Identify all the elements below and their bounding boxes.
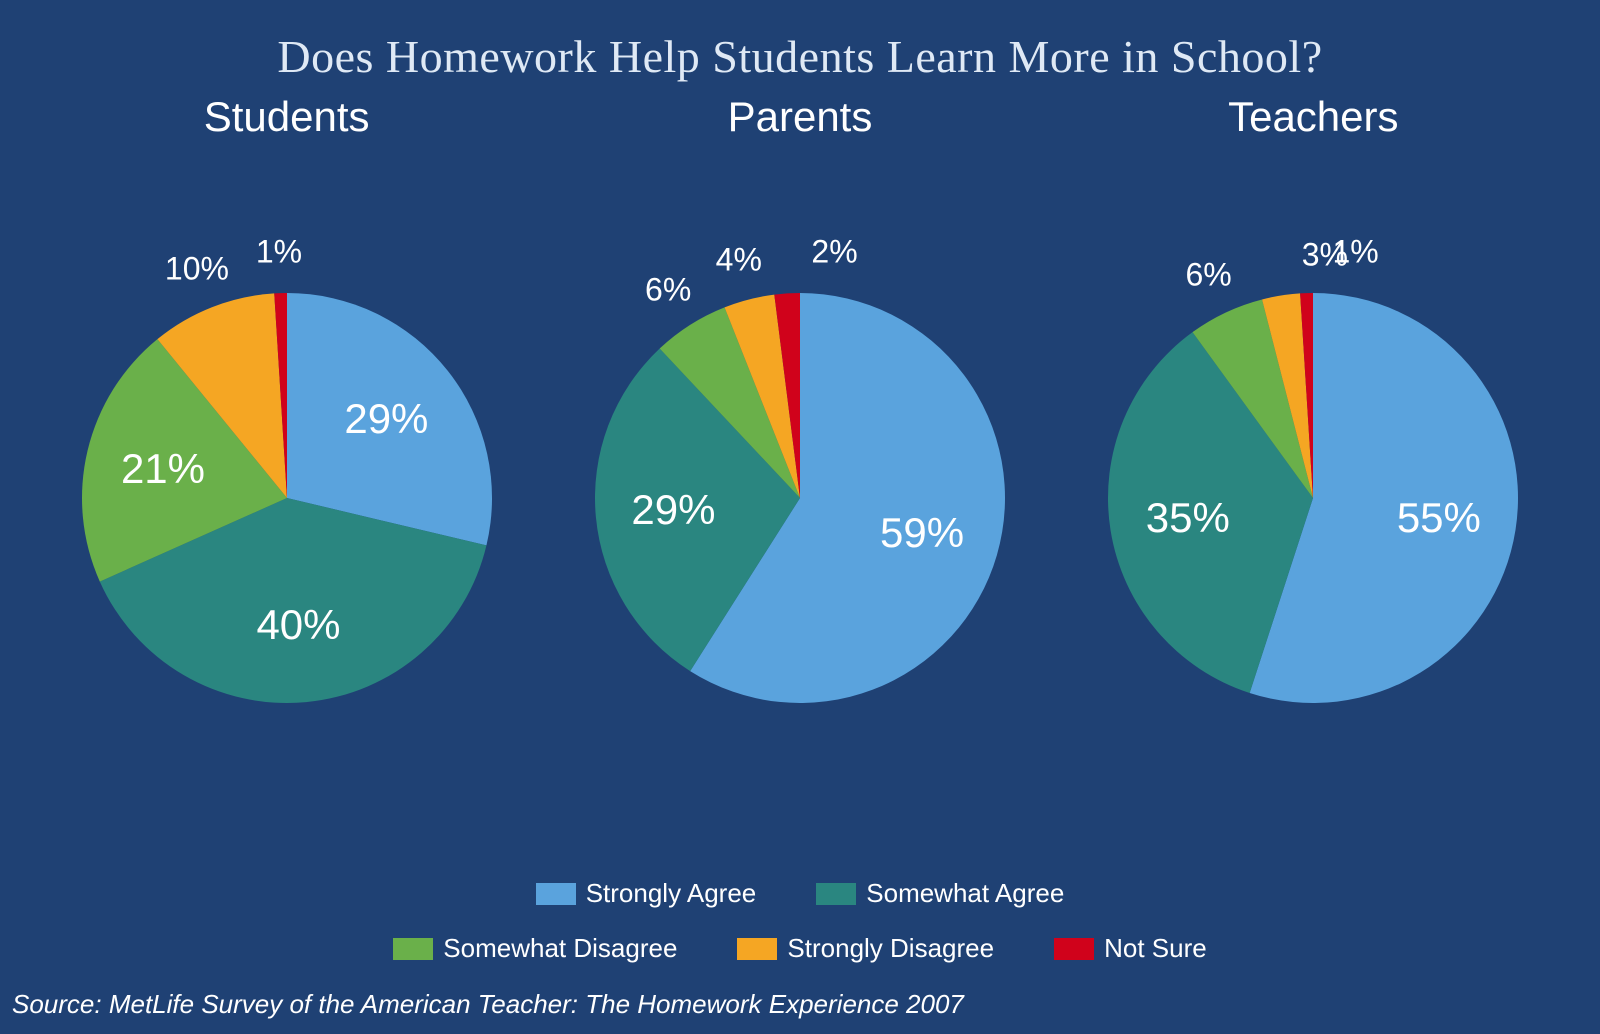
source-text: Source: MetLife Survey of the American T… xyxy=(12,989,964,1020)
chart-cell: Students 29%40%21%10%1% xyxy=(37,93,537,715)
legend-item: Somewhat Agree xyxy=(816,878,1064,909)
legend-label: Not Sure xyxy=(1104,933,1207,964)
legend-label: Somewhat Agree xyxy=(866,878,1064,909)
pie-svg xyxy=(70,281,504,715)
infographic-root: Does Homework Help Students Learn More i… xyxy=(0,0,1600,1034)
legend-label: Strongly Disagree xyxy=(787,933,994,964)
legend-swatch xyxy=(393,938,433,960)
chart-cell: Parents59%29%6%4%2% xyxy=(550,93,1050,715)
chart-title: Parents xyxy=(728,93,873,141)
slice-label: 3% xyxy=(1302,237,1348,274)
legend-swatch xyxy=(816,883,856,905)
legend-swatch xyxy=(536,883,576,905)
slice-label: 4% xyxy=(716,241,762,278)
chart-cell: Teachers 55%35%6%3%1% xyxy=(1063,93,1563,715)
legend-item: Not Sure xyxy=(1054,933,1207,964)
pie-chart: 59%29%6%4%2% xyxy=(583,161,1017,715)
charts-row: Students29%40%21%10%1%Parents59%29%6%4%2… xyxy=(0,93,1600,715)
legend: Strongly Agree Somewhat Agree Somewhat Dis… xyxy=(0,878,1600,964)
pie-chart: 29%40%21%10%1% xyxy=(70,161,504,715)
slice-label: 1% xyxy=(256,234,302,271)
pie-svg xyxy=(583,281,1017,715)
legend-label: Strongly Agree xyxy=(586,878,757,909)
legend-item: Strongly Disagree xyxy=(737,933,994,964)
page-title: Does Homework Help Students Learn More i… xyxy=(0,0,1600,83)
slice-label: 2% xyxy=(811,234,857,271)
pie-chart: 55%35%6%3%1% xyxy=(1096,161,1530,715)
slice-label: 1% xyxy=(1332,234,1378,271)
legend-label: Somewhat Disagree xyxy=(443,933,677,964)
legend-swatch xyxy=(737,938,777,960)
pie-svg xyxy=(1096,281,1530,715)
legend-item: Strongly Agree xyxy=(536,878,757,909)
chart-title: Students xyxy=(204,93,370,141)
legend-swatch xyxy=(1054,938,1094,960)
legend-item: Somewhat Disagree xyxy=(393,933,677,964)
chart-title: Teachers xyxy=(1228,93,1398,141)
